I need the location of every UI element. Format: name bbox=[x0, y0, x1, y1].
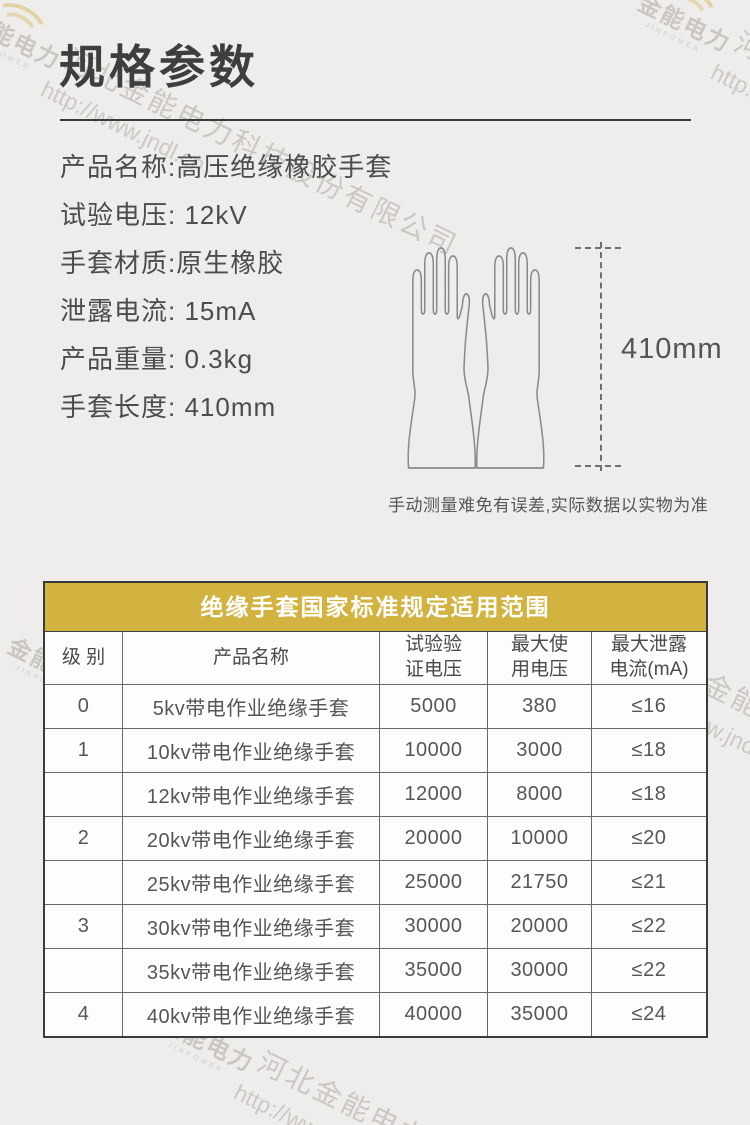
table-cell: 21750 bbox=[488, 861, 592, 905]
table-cell: 10kv带电作业绝缘手套 bbox=[123, 729, 380, 773]
watermark-company: 河北金能电力科技股份有限公司 bbox=[253, 1046, 657, 1125]
dimension-label: 410mm bbox=[621, 333, 723, 365]
table-cell: 12kv带电作业绝缘手套 bbox=[123, 773, 380, 817]
table-cell: 3000 bbox=[488, 729, 592, 773]
table-cell: 380 bbox=[488, 685, 592, 729]
page-title: 规格参数 bbox=[59, 41, 259, 93]
table-cell: 30kv带电作业绝缘手套 bbox=[123, 905, 380, 949]
table-cell: ≤22 bbox=[592, 949, 706, 993]
table-cell: 3 bbox=[45, 905, 123, 949]
spec-line: 产品重量: 0.3kg bbox=[60, 344, 254, 374]
table-cell: ≤16 bbox=[592, 685, 706, 729]
table-cell: 35kv带电作业绝缘手套 bbox=[123, 949, 380, 993]
table-cell: ≤24 bbox=[631, 1003, 667, 1025]
table-cell: 40000 bbox=[380, 993, 488, 1036]
watermark-url: http://www.jndl.cn bbox=[230, 1079, 638, 1125]
table-cell: 4 bbox=[45, 993, 123, 1036]
table-cell: 10000 bbox=[488, 817, 592, 861]
column-header: 产品名称 bbox=[123, 632, 380, 685]
logo-subtext: JINPOWER bbox=[0, 38, 32, 72]
logo-arc-icon bbox=[660, 0, 724, 23]
dimension-cap-bottom bbox=[575, 465, 621, 467]
column-header: 最大泄露 电流(mA) bbox=[592, 632, 706, 685]
table-title: 绝缘手套国家标准规定适用范围 bbox=[45, 583, 706, 632]
column-header: 最大使 用电压 bbox=[488, 632, 592, 685]
spec-line: 产品名称:高压绝缘橡胶手套 bbox=[60, 152, 393, 182]
table-cell: 1 bbox=[45, 729, 123, 773]
watermark: 金能电力 JINPOWER 河北金能电力科技股份有限公司 http://www.… bbox=[621, 0, 750, 275]
table-cell: 30000 bbox=[488, 949, 592, 993]
table-cell: ≤21 bbox=[592, 861, 706, 905]
gloves-illustration bbox=[407, 247, 545, 469]
table-cell: 2 bbox=[45, 817, 123, 861]
table-cell: ≤20 bbox=[592, 817, 706, 861]
table-cell: 35000 bbox=[488, 993, 592, 1036]
column-header: 级 别 bbox=[45, 632, 123, 685]
table-cell: 5000 bbox=[380, 685, 488, 729]
table-cell: 40kv带电作业绝缘手套 bbox=[123, 993, 380, 1036]
logo-text: 金能电力 bbox=[0, 6, 66, 74]
logo-subtext: JINPOWER bbox=[166, 1041, 225, 1075]
title-underline bbox=[60, 119, 691, 121]
jinpower-logo: 金能电力 JINPOWER bbox=[630, 0, 738, 62]
dimension-cap-top bbox=[575, 247, 621, 249]
table-cell: ≤18 bbox=[592, 729, 706, 773]
table-grid: 级 别产品名称 试验验 证电压 最大使 用电压 最大泄露 电流(mA) 0 5kv带电作业… bbox=[45, 632, 706, 1036]
table-cell bbox=[45, 861, 123, 905]
watermark-company: 河北金能电力科技股份有限公司 bbox=[729, 26, 750, 245]
table-cell bbox=[45, 949, 123, 993]
logo-arc-icon bbox=[0, 0, 53, 40]
spec-list: 产品名称:高压绝缘橡胶手套 试验电压: 12kV 手套材质:原生橡胶 泄露电流: 15… bbox=[60, 143, 392, 431]
table-cell: 20kv带电作业绝缘手套 bbox=[123, 817, 380, 861]
table-cell: 0 bbox=[45, 685, 123, 729]
table-cell bbox=[45, 773, 123, 817]
spec-line: 泄露电流: 15mA bbox=[60, 296, 257, 326]
glove-right bbox=[475, 247, 545, 469]
table-cell: 25kv带电作业绝缘手套 bbox=[123, 861, 380, 905]
table-cell: 20000 bbox=[380, 817, 488, 861]
jinpower-logo: 金能电力 JINPOWER bbox=[0, 0, 68, 79]
table-cell: 25000 bbox=[380, 861, 488, 905]
logo-subtext: JINPOWER bbox=[643, 21, 702, 55]
glove-left bbox=[407, 247, 477, 469]
spec-line: 手套长度: 410mm bbox=[60, 392, 277, 422]
table-cell: ≤18 bbox=[592, 773, 706, 817]
spec-line: 手套材质:原生橡胶 bbox=[60, 248, 285, 278]
table-cell: 10000 bbox=[380, 729, 488, 773]
table-cell: 8000 bbox=[488, 773, 592, 817]
dimension-line bbox=[600, 242, 602, 471]
watermark-url: http://www.jndl.cn bbox=[707, 58, 750, 161]
table-cell: 5kv带电作业绝缘手套 bbox=[123, 685, 380, 729]
spec-line: 试验电压: 12kV bbox=[60, 200, 248, 230]
standards-table: 绝缘手套国家标准规定适用范围 级 别产品名称 试验验 证电压 最大使 用电压 最大泄露… bbox=[43, 581, 708, 1038]
column-header: 试验验 证电压 bbox=[380, 632, 488, 685]
table-cell: ≤22 bbox=[592, 905, 706, 949]
measurement-note: 手动测量难免有误差,实际数据以实物为准 bbox=[388, 496, 709, 515]
table-cell: 35000 bbox=[380, 949, 488, 993]
table-cell: 12000 bbox=[380, 773, 488, 817]
table-cell: 20000 bbox=[488, 905, 592, 949]
table-cell: 30000 bbox=[380, 905, 488, 949]
logo-text: 金能电力 bbox=[633, 0, 736, 57]
